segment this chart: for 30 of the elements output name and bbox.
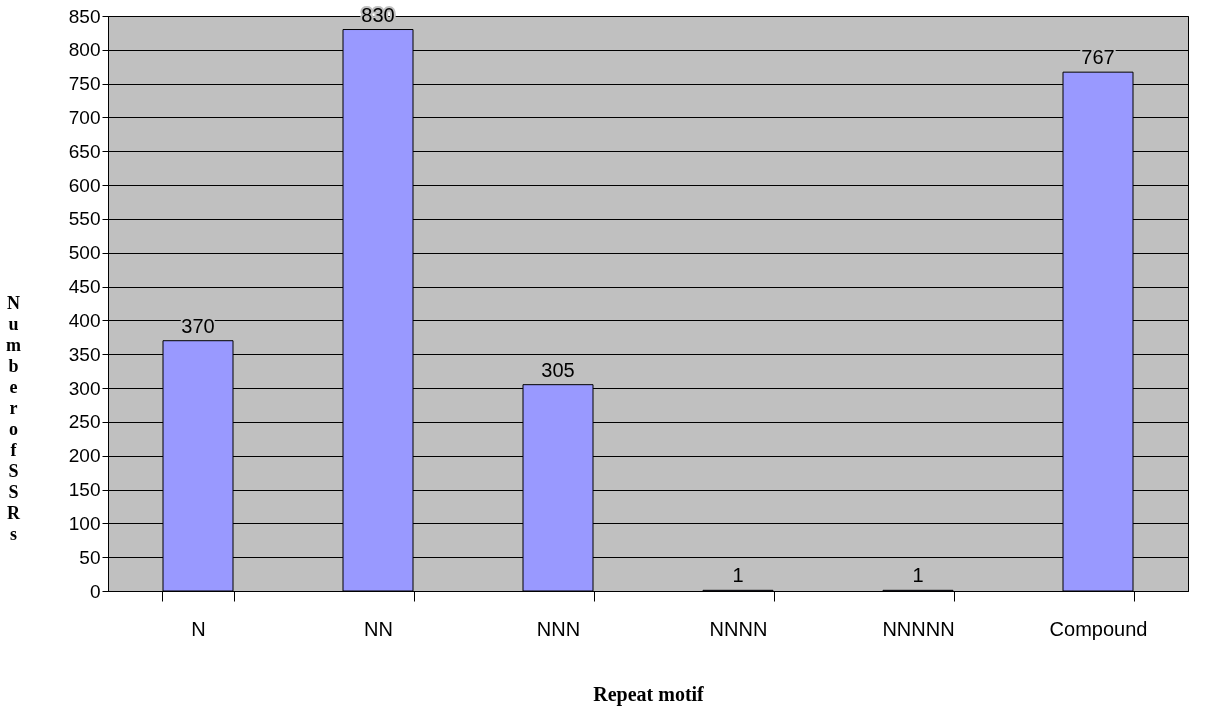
x-tick-label: NNNNN [882,617,955,640]
y-tick-label: 350 [68,343,101,365]
y-tick-label: 150 [68,479,101,501]
y-tick-label: 400 [68,309,101,331]
y-tick-label: 450 [68,276,101,298]
data-label: 1 [732,564,744,587]
y-tick-label: 600 [68,174,101,196]
x-tick-label: NN [364,617,393,640]
y-tick-label: 50 [79,546,101,568]
y-tick-label: 100 [68,512,101,534]
y-tick-label: 650 [68,140,101,162]
y-tick-label: 550 [68,208,101,230]
y-tick-label: 500 [68,242,101,264]
y-tick-label: 800 [68,39,101,61]
y-tick-label: 250 [68,411,101,433]
data-label: 1 [912,564,924,587]
text: Number of SSRs [6,293,21,544]
y-tick-label: 850 [68,5,101,27]
y-tick-label: 700 [68,106,101,128]
y-tick-label: 300 [68,377,101,399]
x-axis-title: Repeat motif [593,682,705,706]
y-tick-label: 200 [68,445,101,467]
y-tick-label: 750 [68,73,101,95]
y-tick-label: 0 [89,580,101,602]
data-label: 370 [181,314,215,337]
x-tick-label: NNNN [709,617,768,640]
data-label: 305 [541,358,575,381]
x-tick-label: Compound [1049,617,1148,640]
x-tick-label: NNN [536,617,581,640]
x-tick-label: N [191,617,206,640]
